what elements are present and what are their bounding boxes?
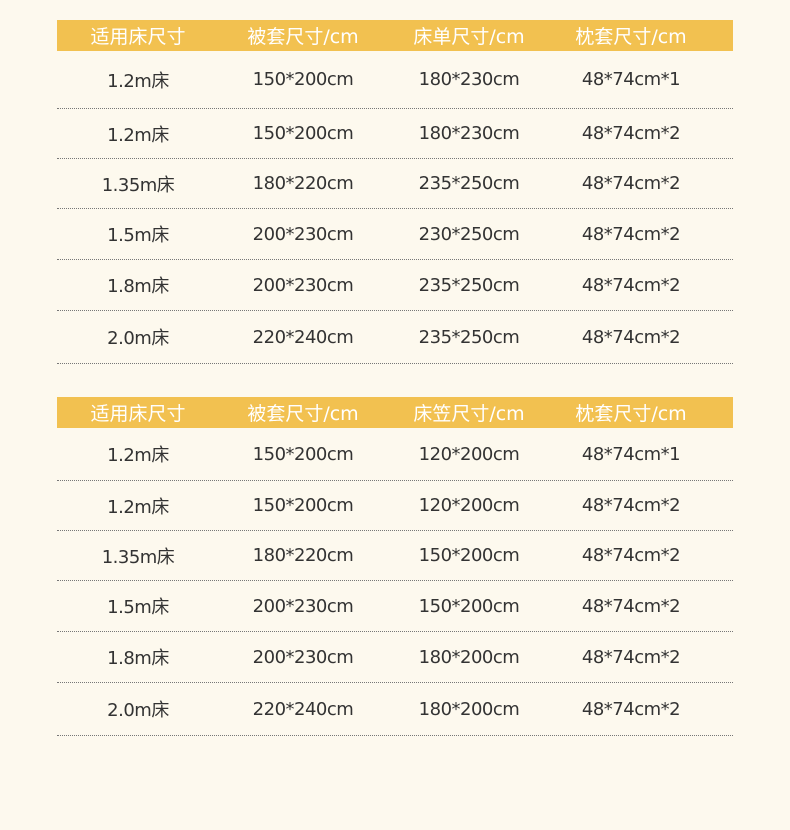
- table-cell: 48*74cm*2: [581, 274, 681, 296]
- table-cell: 2.0m床: [107, 328, 169, 349]
- table-row: 1.2m床 150*200cm 120*200cm 48*74cm*2: [57, 481, 733, 531]
- table-row: 1.8m床 200*230cm 235*250cm 48*74cm*2: [57, 260, 733, 311]
- table-cell: 48*74cm*2: [581, 495, 681, 516]
- table-cell: 180*200cm: [418, 646, 520, 668]
- table-cell: 1.2m床: [107, 496, 169, 518]
- table-row: 1.2m床 150*200cm 180*230cm 48*74cm*1: [57, 51, 733, 109]
- table-row: 1.5m床 200*230cm 230*250cm 48*74cm*2: [57, 209, 733, 260]
- table-cell: 180*230cm: [418, 69, 520, 90]
- table-cell: 1.8m床: [107, 648, 169, 669]
- table-cell: 48*74cm*1: [581, 69, 681, 90]
- table-header: 适用床尺寸 被套尺寸/cm 床单尺寸/cm 枕套尺寸/cm: [57, 20, 733, 51]
- table-cell: 150*200cm: [252, 495, 354, 516]
- header-cell: 床笠尺寸/cm: [413, 403, 525, 425]
- table-cell: 1.2m床: [107, 70, 169, 92]
- table-cell: 150*200cm: [252, 123, 354, 144]
- table-cell: 200*230cm: [252, 223, 354, 245]
- table-cell: 120*200cm: [418, 495, 520, 516]
- table-cell: 48*74cm*2: [581, 173, 681, 194]
- table-cell: 220*240cm: [252, 698, 354, 720]
- header-cell: 枕套尺寸/cm: [575, 403, 687, 425]
- table-row: 2.0m床 220*240cm 235*250cm 48*74cm*2: [57, 311, 733, 364]
- table-cell: 150*200cm: [418, 545, 520, 566]
- header-cell: 被套尺寸/cm: [247, 403, 359, 425]
- table-cell: 230*250cm: [418, 223, 520, 245]
- table-cell: 235*250cm: [418, 173, 520, 194]
- table-row: 1.2m床 150*200cm 180*230cm 48*74cm*2: [57, 109, 733, 159]
- table-cell: 180*230cm: [418, 123, 520, 144]
- table-row: 1.35m床 180*220cm 150*200cm 48*74cm*2: [57, 531, 733, 581]
- table-cell: 48*74cm*1: [581, 443, 681, 465]
- table-cell: 48*74cm*2: [581, 123, 681, 144]
- table-cell: 180*220cm: [252, 173, 354, 194]
- table-cell: 220*240cm: [252, 326, 354, 348]
- header-cell: 适用床尺寸: [90, 403, 186, 425]
- table-cell: 120*200cm: [418, 443, 520, 465]
- table-cell: 48*74cm*2: [581, 223, 681, 245]
- table-cell: 1.2m床: [107, 124, 169, 146]
- table-row: 2.0m床 220*240cm 180*200cm 48*74cm*2: [57, 683, 733, 736]
- table-cell: 150*200cm: [252, 69, 354, 90]
- table-row: 1.35m床 180*220cm 235*250cm 48*74cm*2: [57, 159, 733, 209]
- header-cell: 被套尺寸/cm: [247, 26, 359, 48]
- table-cell: 1.35m床: [101, 174, 175, 196]
- table-cell: 48*74cm*2: [581, 698, 681, 720]
- table-cell: 150*200cm: [252, 443, 354, 465]
- table-cell: 48*74cm*2: [581, 646, 681, 668]
- table-cell: 2.0m床: [107, 700, 169, 721]
- table-cell: 1.2m床: [107, 445, 169, 466]
- table-cell: 48*74cm*2: [581, 545, 681, 566]
- size-table-fitted-sheet: 适用床尺寸 被套尺寸/cm 床笠尺寸/cm 枕套尺寸/cm 1.2m床 150*200cm…: [57, 397, 733, 736]
- header-cell: 适用床尺寸: [90, 26, 186, 48]
- table-cell: 48*74cm*2: [581, 595, 681, 617]
- size-table-sheet: 适用床尺寸 被套尺寸/cm 床单尺寸/cm 枕套尺寸/cm 1.2m床 150*200cm…: [57, 20, 733, 364]
- table-cell: 200*230cm: [252, 274, 354, 296]
- header-cell: 枕套尺寸/cm: [575, 26, 687, 48]
- table-row: 1.2m床 150*200cm 120*200cm 48*74cm*1: [57, 428, 733, 481]
- table-row: 1.8m床 200*230cm 180*200cm 48*74cm*2: [57, 632, 733, 683]
- table-row: 1.5m床 200*230cm 150*200cm 48*74cm*2: [57, 581, 733, 632]
- table-cell: 235*250cm: [418, 274, 520, 296]
- table-cell: 48*74cm*2: [581, 326, 681, 348]
- table-cell: 180*200cm: [418, 698, 520, 720]
- table-cell: 150*200cm: [418, 595, 520, 617]
- table-cell: 1.5m床: [107, 225, 169, 246]
- table-cell: 180*220cm: [252, 545, 354, 566]
- table-cell: 1.8m床: [107, 276, 169, 297]
- header-cell: 床单尺寸/cm: [413, 26, 525, 48]
- table-cell: 235*250cm: [418, 326, 520, 348]
- table-cell: 200*230cm: [252, 595, 354, 617]
- table-cell: 200*230cm: [252, 646, 354, 668]
- table-cell: 1.35m床: [101, 546, 175, 568]
- table-header: 适用床尺寸 被套尺寸/cm 床笠尺寸/cm 枕套尺寸/cm: [57, 397, 733, 428]
- table-cell: 1.5m床: [107, 597, 169, 618]
